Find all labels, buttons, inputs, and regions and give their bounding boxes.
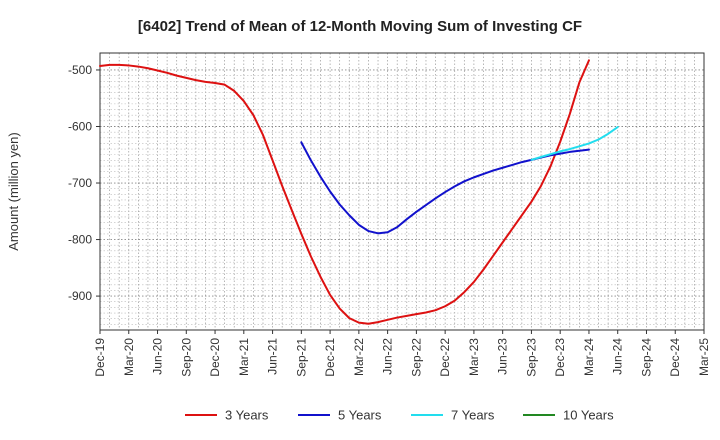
x-tick-label: Dec-22 <box>438 338 452 377</box>
plot-frame <box>99 52 705 331</box>
series-line-7-years <box>530 126 619 161</box>
plot-area <box>100 53 704 330</box>
x-tick-label: Sep-23 <box>524 338 538 377</box>
legend-label-3-years: 3 Years <box>225 408 269 423</box>
x-tick-label: Jun-20 <box>151 338 165 375</box>
x-tick-label: Jun-23 <box>496 338 510 375</box>
x-tick-label: Mar-24 <box>582 338 596 376</box>
x-tick-label: Mar-22 <box>352 338 366 376</box>
legend-label-5-years: 5 Years <box>338 408 382 423</box>
x-tick-label: Dec-20 <box>208 338 222 377</box>
y-tick-label: -700 <box>68 176 92 190</box>
x-tick-label: Sep-22 <box>409 338 423 377</box>
y-tick-label: -500 <box>68 63 92 77</box>
x-tick-label: Jun-21 <box>266 338 280 375</box>
series-line-3-years <box>99 59 590 325</box>
y-tick-label: -900 <box>68 289 92 303</box>
x-tick-label: Dec-24 <box>668 338 682 377</box>
legend-label-7-years: 7 Years <box>451 408 495 423</box>
y-tick-label: -600 <box>68 119 92 133</box>
x-axis: Dec-19 Mar-20 Jun-20 Sep-20 Dec-20 Mar-21 Jun-… <box>93 330 711 377</box>
chart-title: [6402] Trend of Mean of 12-Month Moving … <box>138 18 582 35</box>
x-tick-label: Dec-19 <box>93 338 107 377</box>
x-tick-label: Dec-21 <box>323 338 337 377</box>
legend: 3 Years 5 Years 7 Years 10 Years <box>185 408 614 423</box>
y-tick-label: -800 <box>68 233 92 247</box>
y-axis-label: Amount (million yen) <box>6 132 21 251</box>
y-axis: -500 -600 -700 -800 -900 <box>68 63 100 303</box>
x-tick-label: Sep-21 <box>294 338 308 377</box>
x-tick-label: Mar-25 <box>697 338 711 376</box>
x-tick-label: Mar-20 <box>122 338 136 376</box>
x-tick-label: Dec-23 <box>553 338 567 377</box>
x-tick-label: Sep-24 <box>639 338 653 377</box>
legend-label-10-years: 10 Years <box>563 408 614 423</box>
x-tick-label: Mar-23 <box>467 338 481 376</box>
x-tick-label: Jun-24 <box>611 338 625 375</box>
series-lines <box>99 59 619 325</box>
x-tick-label: Jun-22 <box>381 338 395 375</box>
x-tick-label: Sep-20 <box>179 338 193 377</box>
x-tick-label: Mar-21 <box>237 338 251 376</box>
